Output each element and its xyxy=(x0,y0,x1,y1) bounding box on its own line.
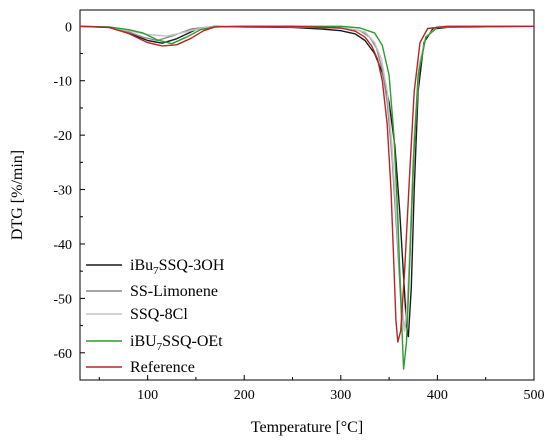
x-tick-label-100: 100 xyxy=(137,388,158,403)
x-tick-label-500: 500 xyxy=(524,388,545,403)
plot-frame xyxy=(79,9,535,381)
y-tick-label--50: -50 xyxy=(53,292,72,307)
plot-lines xyxy=(79,25,535,370)
x-tick-label-400: 400 xyxy=(427,388,448,403)
y-tick-label--60: -60 xyxy=(53,347,72,362)
y-tick-label-0: 0 xyxy=(65,20,72,35)
legend-label-ibu7ssq-oet: iBU7SSQ-OEt xyxy=(130,333,223,353)
y-axis-label: DTG [%/min] xyxy=(9,150,26,240)
legend: iBu7SSQ-3OH SS-Limonene SSQ-8Cl iBU7SSQ-… xyxy=(86,257,225,376)
series-line-3 xyxy=(79,25,535,370)
y-tick-label--30: -30 xyxy=(53,184,72,199)
series-line-4 xyxy=(79,25,534,343)
x-axis-label: Temperature [°C] xyxy=(251,419,363,436)
x-tick-label-300: 300 xyxy=(330,388,351,403)
x-tick-label-200: 200 xyxy=(234,388,255,403)
y-tick-label--20: -20 xyxy=(53,129,72,144)
legend-label-reference: Reference xyxy=(130,359,195,376)
legend-label-ibu7ssq-3oh: iBu7SSQ-3OH xyxy=(130,257,225,277)
legend-label-ssq-8cl: SSQ-8Cl xyxy=(130,306,188,323)
axis-ticks: 100 200 300 400 500 0 -10 -20 -30 -40 -50 -60 xyxy=(53,20,544,403)
y-tick-label--10: -10 xyxy=(53,75,72,90)
legend-label-ss-limonene: SS-Limonene xyxy=(130,283,218,300)
y-tick-label--40: -40 xyxy=(53,238,72,253)
